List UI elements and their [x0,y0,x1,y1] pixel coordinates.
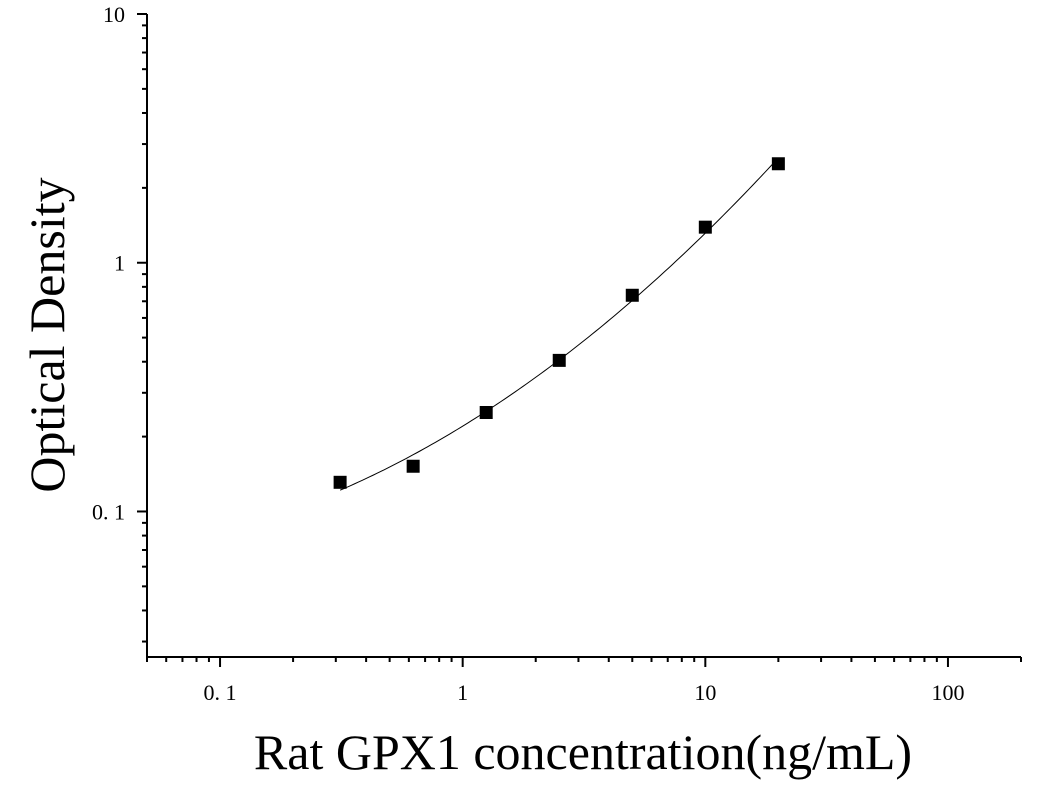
data-point [552,353,566,367]
data-point [625,288,639,302]
data-markers [333,157,785,489]
x-tick-label: 100 [931,680,964,705]
y-axis-title: Optical Density [19,177,75,492]
x-axis-title: Rat GPX1 concentration(ng/mL) [254,724,912,780]
fit-curve [339,157,779,491]
y-tick-label: 0. 1 [92,499,125,524]
x-tick-label: 1 [457,680,468,705]
y-tick-label: 10 [103,2,125,27]
y-tick-label: 1 [114,251,125,276]
ticks [137,13,1022,667]
data-point [333,475,347,489]
tick-labels: 0. 1 1 10 100 0. 1 1 10 [92,2,964,705]
data-point [479,405,493,419]
axes [146,14,1021,658]
x-tick-label: 10 [694,680,716,705]
data-point [406,459,420,473]
data-point [771,157,785,171]
x-tick-label: 0. 1 [204,680,237,705]
data-point [698,220,712,234]
